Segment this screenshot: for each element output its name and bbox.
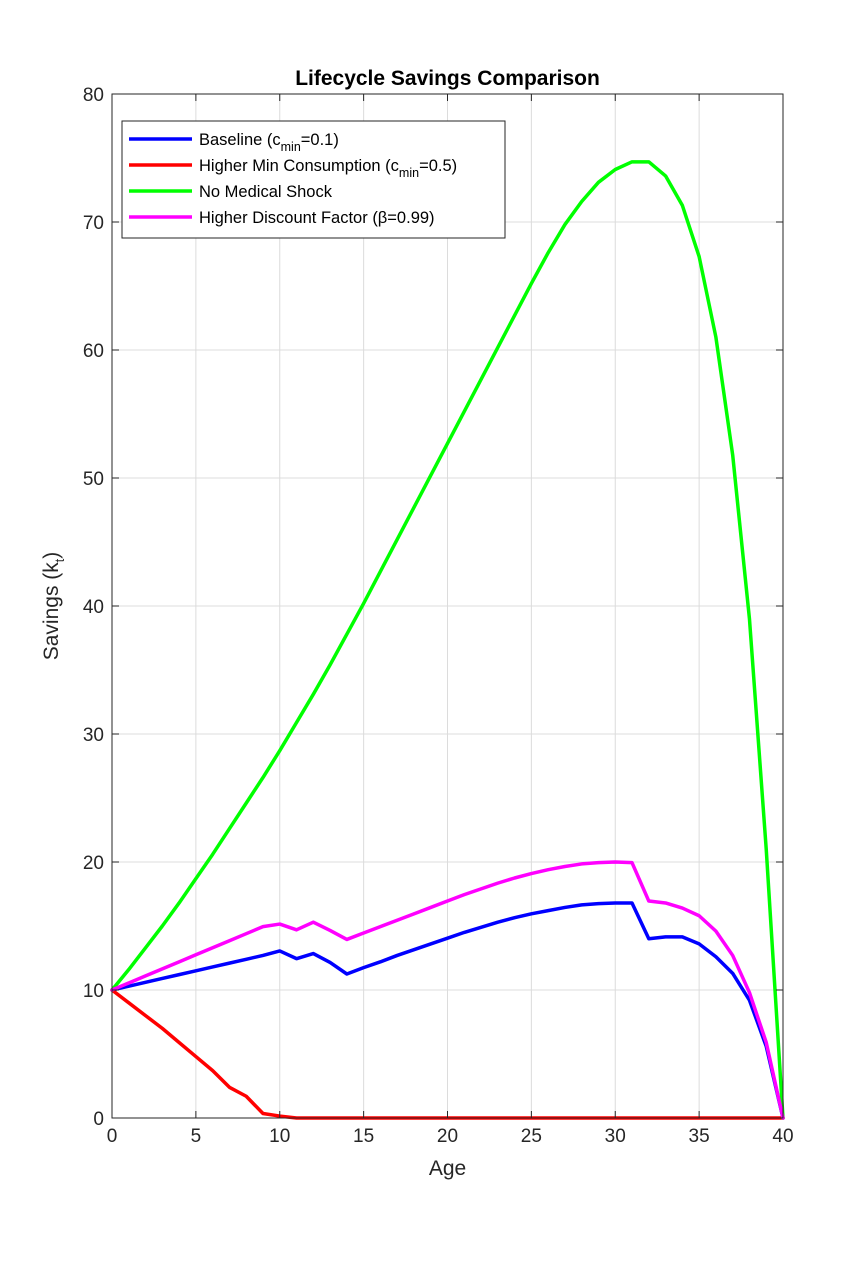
y-axis-label: Savings (kt) — [40, 552, 67, 661]
legend-label-baseline: Baseline (cmin=0.1) — [199, 131, 339, 154]
y-axis-label-subscript: t — [53, 558, 67, 562]
legend-label-higher-min-consumption: Higher Min Consumption (cmin=0.5) — [199, 157, 457, 180]
series-line-no-medical-shock — [110, 160, 785, 1120]
x-tick-label: 40 — [772, 1126, 793, 1147]
y-tick-label: 20 — [83, 853, 104, 874]
legend-label-text: No Medical Shock — [199, 183, 333, 201]
legend-label-text: Baseline (c — [199, 131, 281, 149]
x-axis-label: Age — [429, 1157, 466, 1180]
x-tick-label: 20 — [437, 1126, 458, 1147]
legend-label-no-medical-shock: No Medical Shock — [199, 183, 333, 201]
y-tick-label: 40 — [83, 597, 104, 618]
x-tick-label: 5 — [191, 1126, 202, 1147]
y-axis-label-main: Savings (k — [40, 562, 63, 661]
x-tick-label: 35 — [689, 1126, 710, 1147]
y-tick-label: 70 — [83, 213, 104, 234]
legend-label-text: Higher Discount Factor (β=0.99) — [199, 209, 435, 227]
y-tick-label: 30 — [83, 725, 104, 746]
x-tick-label: 30 — [605, 1126, 626, 1147]
legend: Baseline (cmin=0.1)Higher Min Consumptio… — [121, 120, 506, 239]
y-tick-label: 60 — [83, 341, 104, 362]
series-line-baseline — [110, 901, 785, 1120]
y-tick-label: 80 — [83, 85, 104, 106]
legend-label-subscript: min — [281, 140, 301, 154]
legend-label-text: Higher Min Consumption (c — [199, 157, 399, 175]
y-tick-label: 0 — [93, 1109, 104, 1130]
legend-label-suffix: =0.5) — [419, 157, 457, 175]
x-tick-label: 0 — [107, 1126, 118, 1147]
x-tick-label: 15 — [353, 1126, 374, 1147]
x-tick-label: 10 — [269, 1126, 290, 1147]
legend-label-higher-discount-factor: Higher Discount Factor (β=0.99) — [199, 209, 435, 227]
legend-label-subscript: min — [399, 166, 419, 180]
axis-ticks: 0 5 10 15 20 25 30 35 40 0 10 20 30 40 50 60 70 80 — [83, 85, 794, 1147]
y-tick-label: 10 — [83, 981, 104, 1002]
chart-title: Lifecycle Savings Comparison — [295, 67, 600, 90]
y-tick-label: 50 — [83, 469, 104, 490]
legend-label-suffix: =0.1) — [301, 131, 339, 149]
y-axis-label-close: ) — [40, 552, 63, 559]
x-tick-label: 25 — [521, 1126, 542, 1147]
series-line-higher-discount-factor — [110, 860, 785, 1120]
